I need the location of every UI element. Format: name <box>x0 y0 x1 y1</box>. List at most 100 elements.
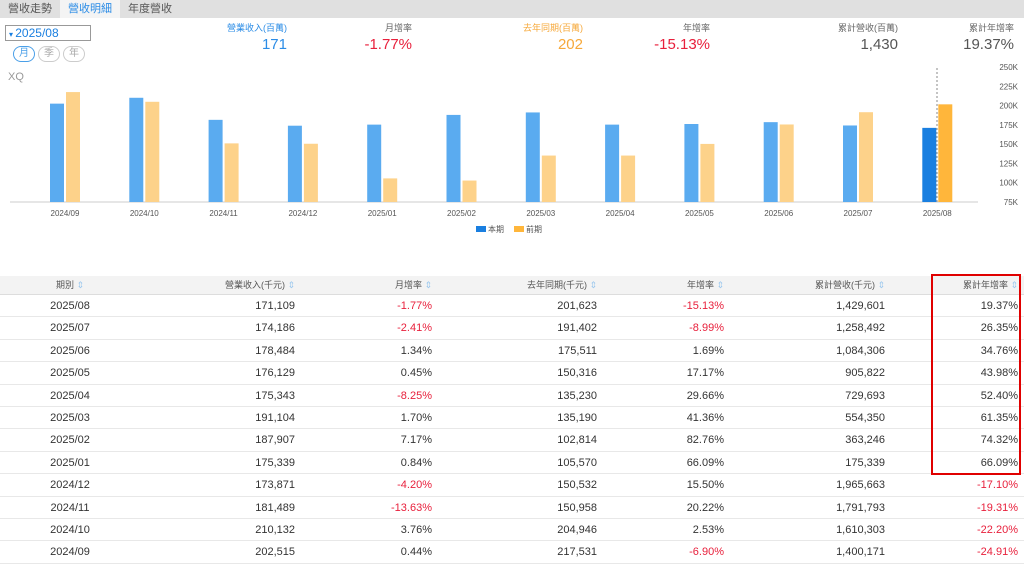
table-cell: 178,484 <box>255 344 295 357</box>
bar-previous[interactable] <box>462 180 477 202</box>
table-cell: 135,190 <box>557 412 597 424</box>
table-row[interactable]: 2025/01 175,339 0.84% 105,570 66.09% 175,339 6… <box>0 452 1024 475</box>
table-cell: -15.13% <box>683 300 724 312</box>
column-header[interactable]: 年增率 ⇕ <box>687 276 724 295</box>
table-cell: -8.25% <box>397 389 432 402</box>
x-tick-label: 2024/11 <box>209 209 238 218</box>
table-cell: 66.09% <box>686 456 724 469</box>
table-row[interactable]: 2025/03 191,104 1.70% 135,190 41.36% 554,350 6… <box>0 407 1024 430</box>
bar-previous[interactable] <box>541 155 556 202</box>
bar-current[interactable] <box>50 103 64 202</box>
period-year-button[interactable]: 年 <box>63 46 85 62</box>
bar-previous[interactable] <box>859 112 873 202</box>
table-cell: 2025/03 <box>50 412 90 424</box>
legend-label[interactable]: 前期 <box>526 224 542 234</box>
y-tick-label: 100K <box>999 179 1018 188</box>
bar-current[interactable] <box>446 114 461 202</box>
summary-label: 去年同期(百萬) <box>523 23 583 33</box>
bar-current[interactable] <box>843 125 857 202</box>
table-cell: 1,429,601 <box>836 300 885 312</box>
bar-previous[interactable] <box>938 104 953 202</box>
table-cell: 66.09% <box>980 456 1018 469</box>
bar-previous[interactable] <box>145 101 160 202</box>
table-cell: 102,814 <box>557 434 597 447</box>
column-header[interactable]: 去年同期(千元) ⇕ <box>527 276 597 295</box>
bar-previous[interactable] <box>383 178 398 202</box>
table-row[interactable]: 2024/10 210,132 3.76% 204,946 2.53% 1,610,303… <box>0 519 1024 542</box>
bar-current[interactable] <box>922 127 937 202</box>
column-header-label: 去年同期(千元) <box>526 280 587 290</box>
bar-previous[interactable] <box>224 143 239 202</box>
table-cell: 2025/01 <box>50 456 90 469</box>
table-cell: -8.99% <box>689 322 724 335</box>
column-header[interactable]: 期別 ⇕ <box>40 276 100 295</box>
table-cell: 2025/06 <box>50 344 90 357</box>
bar-current[interactable] <box>763 122 778 202</box>
table-row[interactable]: 2025/05 176,129 0.45% 150,316 17.17% 905,822 4… <box>0 362 1024 385</box>
bar-current[interactable] <box>525 112 540 202</box>
bar-current[interactable] <box>367 124 382 202</box>
tab-revenue-trend[interactable]: 營收走勢 <box>8 3 52 15</box>
summary-label: 累計營收(百萬) <box>838 23 898 33</box>
table-cell: 43.98% <box>980 367 1018 380</box>
bar-current[interactable] <box>129 97 144 202</box>
table-row[interactable]: 2025/04 175,343 -8.25% 135,230 29.66% 729,693… <box>0 385 1024 407</box>
table-row[interactable]: 2025/02 187,907 7.17% 102,814 82.76% 363,246 7… <box>0 429 1024 452</box>
table-cell: 7.17% <box>400 434 432 447</box>
table-cell: 150,958 <box>557 501 597 514</box>
summary-stat: 年增率 -15.13% <box>654 21 710 53</box>
table-row[interactable]: 2025/07 174,186 -2.41% 191,402 -8.99% 1,258,4… <box>0 317 1024 340</box>
column-header[interactable]: 營業收入(千元) ⇕ <box>225 276 295 295</box>
column-header[interactable]: 月增率 ⇕ <box>395 276 432 295</box>
period-quarter-button[interactable]: 季 <box>38 46 60 62</box>
summary-label: 累計年增率 <box>968 23 1014 33</box>
table-cell: 20.22% <box>686 501 724 514</box>
bar-previous[interactable] <box>621 155 636 202</box>
summary-value: 171 <box>261 36 287 53</box>
table-cell: 34.76% <box>980 344 1018 357</box>
bar-previous[interactable] <box>779 124 794 202</box>
bar-current[interactable] <box>287 125 302 202</box>
period-select[interactable]: ▾ 2025/08 <box>5 25 91 41</box>
column-header[interactable]: 累計營收(千元) ⇕ <box>815 276 885 295</box>
table-cell: 1,965,663 <box>836 479 885 492</box>
table-cell: 1,610,303 <box>836 524 885 536</box>
sort-icon: ⇕ <box>421 280 432 290</box>
table-cell: 105,570 <box>557 456 597 469</box>
table-cell: 1,400,171 <box>836 546 885 559</box>
sort-icon: ⇕ <box>73 280 85 290</box>
table-cell: -6.90% <box>689 546 724 559</box>
table-cell: 176,129 <box>255 367 295 380</box>
tab-annual-revenue[interactable]: 年度營收 <box>128 3 172 15</box>
table-cell: 19.37% <box>980 300 1018 312</box>
table-cell: 191,104 <box>255 412 295 424</box>
bar-current[interactable] <box>605 124 620 202</box>
sort-icon: ⇕ <box>284 280 295 290</box>
x-tick-label: 2025/01 <box>368 209 397 218</box>
bar-current[interactable] <box>684 124 699 202</box>
tab-revenue-detail[interactable]: 營收明細 <box>60 0 120 18</box>
bar-previous[interactable] <box>66 92 80 202</box>
bar-previous[interactable] <box>303 143 318 202</box>
table-cell: 204,946 <box>557 524 597 536</box>
x-tick-label: 2024/09 <box>51 209 80 218</box>
x-tick-label: 2025/08 <box>923 209 952 218</box>
table-cell: 1.69% <box>692 344 724 357</box>
table-row[interactable]: 2024/09 202,515 0.44% 217,531 -6.90% 1,400,17… <box>0 541 1024 564</box>
bar-current[interactable] <box>208 119 223 202</box>
table-row[interactable]: 2025/08 171,109 -1.77% 201,623 -15.13% 1,429,… <box>0 295 1024 318</box>
legend-label[interactable]: 本期 <box>488 224 504 234</box>
table-cell: -13.63% <box>391 501 432 514</box>
table-cell: 1,258,492 <box>836 322 885 335</box>
table-cell: -24.91% <box>977 546 1018 559</box>
table-cell: 2.53% <box>692 524 724 536</box>
table-row[interactable]: 2025/06 178,484 1.34% 175,511 1.69% 1,084,306… <box>0 340 1024 363</box>
column-header-label: 月增率 <box>394 280 422 290</box>
y-tick-label: 150K <box>999 140 1018 149</box>
table-row[interactable]: 2024/12 173,871 -4.20% 150,532 15.50% 1,965,6… <box>0 474 1024 497</box>
bar-previous[interactable] <box>700 143 715 202</box>
table-row[interactable]: 2024/11 181,489 -13.63% 150,958 20.22% 1,791,… <box>0 497 1024 519</box>
period-month-button[interactable]: 月 <box>13 46 35 62</box>
table-cell: -2.41% <box>397 322 432 335</box>
column-header[interactable]: 累計年增率 ⇕ <box>963 276 1018 295</box>
